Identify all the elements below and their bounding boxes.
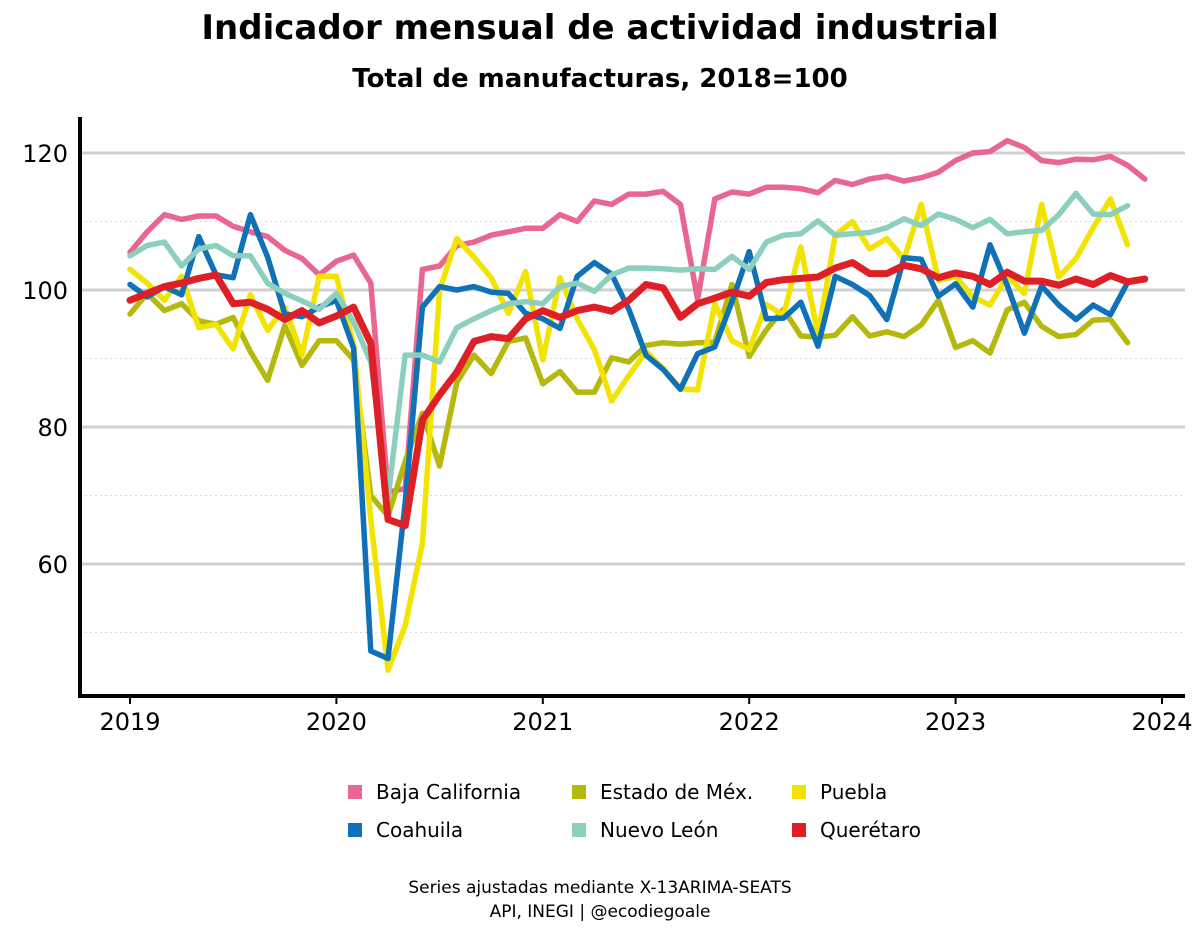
legend-swatch [348,823,362,837]
legend-swatch [792,823,806,837]
legend-label: Coahuila [376,818,464,842]
series-line-estado-de-m-x- [127,281,1131,519]
legend-item: Baja California [348,780,521,804]
legend-swatch [792,785,806,799]
y-tick-label: 100 [22,277,68,305]
x-tick-label: 2020 [306,708,367,736]
legend-swatch [348,785,362,799]
x-tick-label: 2023 [925,708,986,736]
footer-source: API, INEGI | @ecodiegoale [489,902,711,922]
legend-swatch [572,785,586,799]
legend-item: Querétaro [792,818,921,842]
legend-label: Querétaro [820,818,921,842]
x-tick-label: 2022 [719,708,780,736]
legend-item: Nuevo León [572,818,718,842]
x-axis-ticks: 2019 2020 2021 2022 2023 2024 [99,696,1193,736]
x-tick-label: 2024 [1131,708,1192,736]
x-tick-label: 2021 [512,708,573,736]
series-line-nuevo-le-n [127,190,1131,501]
footer-note: Series ajustadas mediante X-13ARIMA-SEAT… [408,878,792,898]
legend-item: Estado de Méx. [572,780,753,804]
legend-swatch [572,823,586,837]
legend-item: Puebla [792,780,887,804]
y-tick-label: 80 [37,414,68,442]
legend-label: Baja California [376,780,522,804]
y-tick-label: 60 [37,551,68,579]
series-line-baja-california [127,137,1148,495]
legend-label: Estado de Méx. [600,780,754,804]
y-axis-ticks: 60 80 100 120 [22,140,68,579]
x-tick-label: 2019 [99,708,160,736]
series-line-quer-taro [126,259,1149,530]
chart-subtitle: Total de manufacturas, 2018=100 [352,64,848,94]
y-tick-label: 120 [22,140,68,168]
legend-label: Puebla [820,780,888,804]
chart-title: Indicador mensual de actividad industria… [201,8,999,48]
line-chart: 60 80 100 120 2019 2020 2021 2022 2023 2024 [22,117,1193,736]
legend-label: Nuevo León [600,818,719,842]
footer: Series ajustadas mediante X-13ARIMA-SEAT… [0,876,1200,924]
legend-item: Coahuila [348,818,463,842]
series-lines [126,137,1149,673]
series-line-puebla [127,196,1131,673]
